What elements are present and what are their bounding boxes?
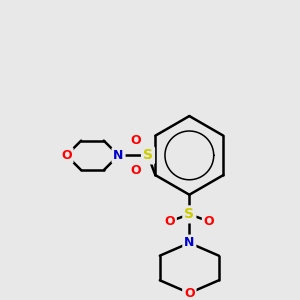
Text: O: O bbox=[61, 149, 72, 162]
Text: N: N bbox=[184, 236, 194, 249]
Text: S: S bbox=[184, 207, 194, 221]
Text: O: O bbox=[130, 164, 141, 177]
Text: O: O bbox=[164, 215, 175, 228]
Text: O: O bbox=[204, 215, 214, 228]
Text: O: O bbox=[184, 286, 195, 300]
Text: N: N bbox=[113, 149, 124, 162]
Text: O: O bbox=[130, 134, 141, 147]
Text: S: S bbox=[143, 148, 153, 162]
